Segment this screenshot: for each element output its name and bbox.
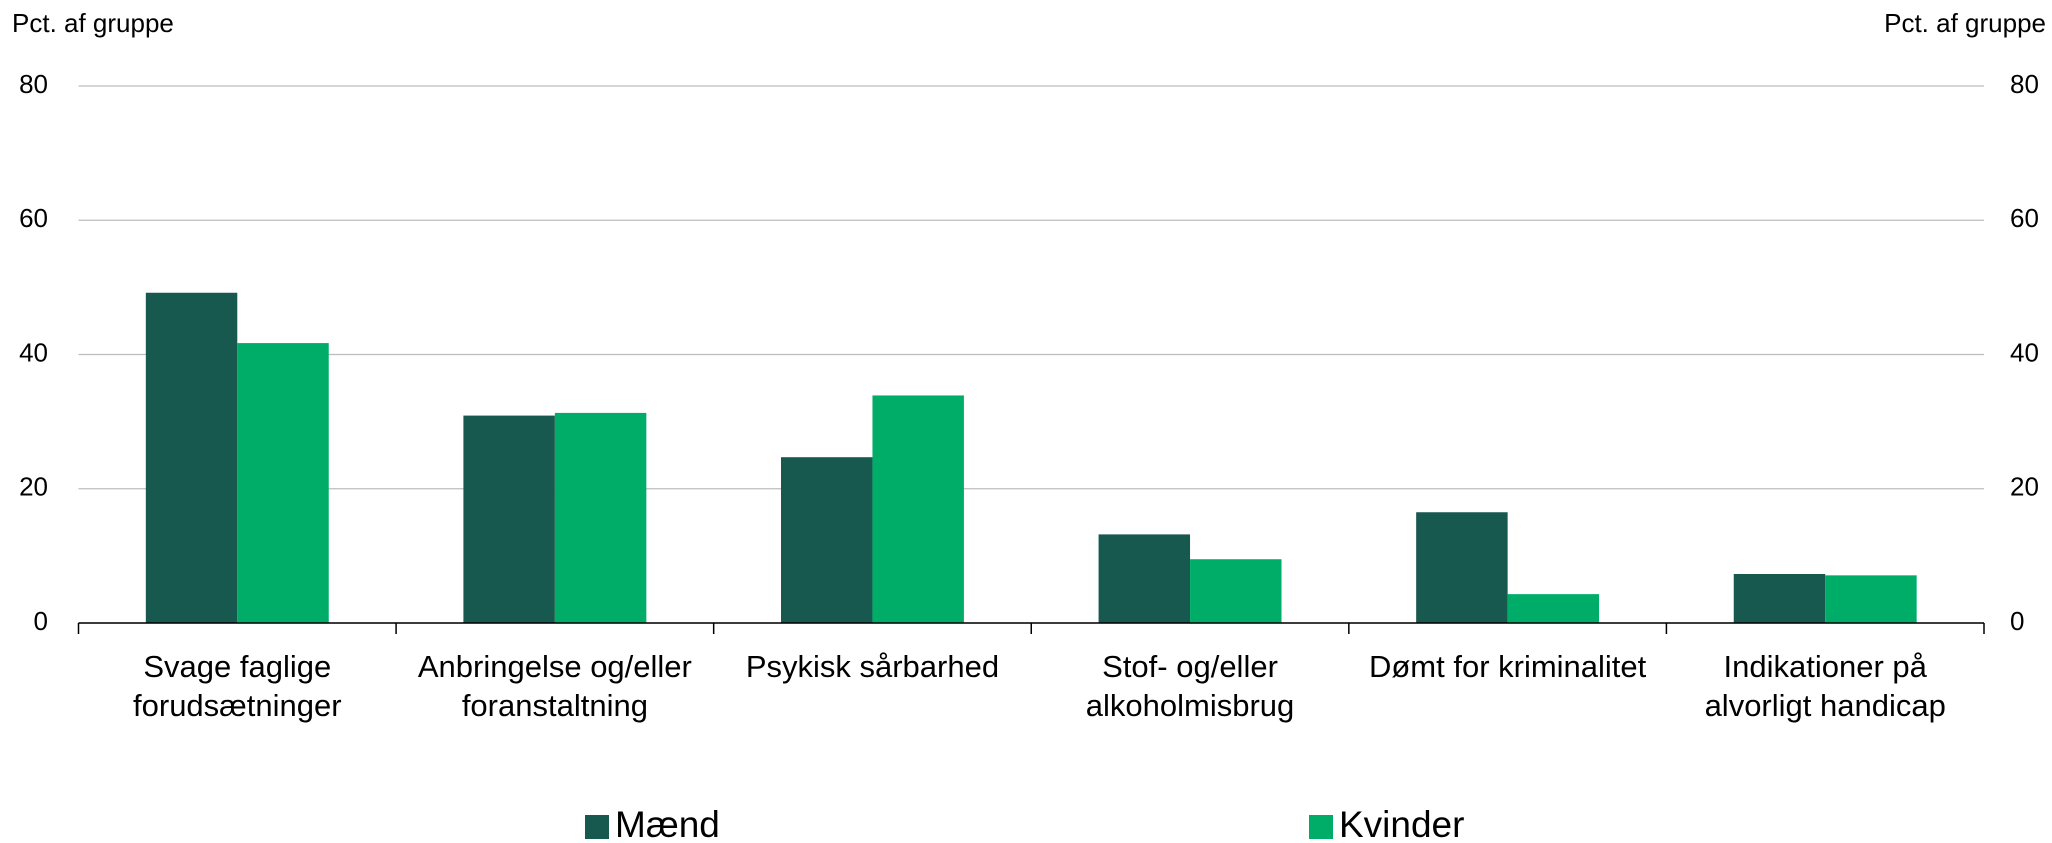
x-tick-label: Psykisk sårbarhed: [745, 649, 1000, 684]
legend-label: Mænd: [615, 804, 720, 843]
y2-tick-label: 0: [2010, 606, 2024, 636]
bar: [237, 343, 329, 623]
bar: [780, 457, 873, 623]
y-tick-label: 20: [19, 472, 48, 502]
y-tick-label: 0: [34, 606, 48, 636]
bar: [1098, 534, 1191, 623]
y2-tick-label: 80: [2010, 69, 2039, 99]
bar: [1507, 594, 1600, 623]
legend-swatch: [585, 815, 609, 839]
y-tick-label: 40: [19, 337, 48, 367]
bar: [1825, 575, 1917, 623]
bar: [554, 412, 647, 623]
x-tick-label: Dømt for kriminalitet: [1368, 649, 1647, 684]
y2-tick-label: 20: [2010, 472, 2039, 502]
bar: [1190, 559, 1282, 623]
x-tick-label: Svage faglige forudsætninger: [133, 649, 342, 723]
legend-swatch: [1309, 815, 1333, 839]
x-tick-label: Anbringelse og/eller foranstaltning: [417, 649, 692, 723]
bar: [1733, 573, 1826, 623]
bar: [872, 395, 964, 623]
y2-tick-label: 60: [2010, 203, 2039, 233]
bar: [463, 415, 555, 623]
x-tick-label: Stof- og/eller alkoholmisbrug: [1085, 649, 1295, 723]
bar: [1416, 512, 1508, 623]
y-axis-label: Pct. af gruppe: [12, 8, 174, 38]
y2-tick-label: 40: [2010, 337, 2039, 367]
y-tick-label: 60: [19, 203, 48, 233]
y-tick-label: 80: [19, 69, 48, 99]
y2-axis-label: Pct. af gruppe: [1884, 8, 2046, 38]
bar: [145, 292, 238, 623]
legend-label: Kvinder: [1339, 804, 1464, 843]
x-tick-label: Indikationer på alvorligt handicap: [1704, 649, 1946, 723]
